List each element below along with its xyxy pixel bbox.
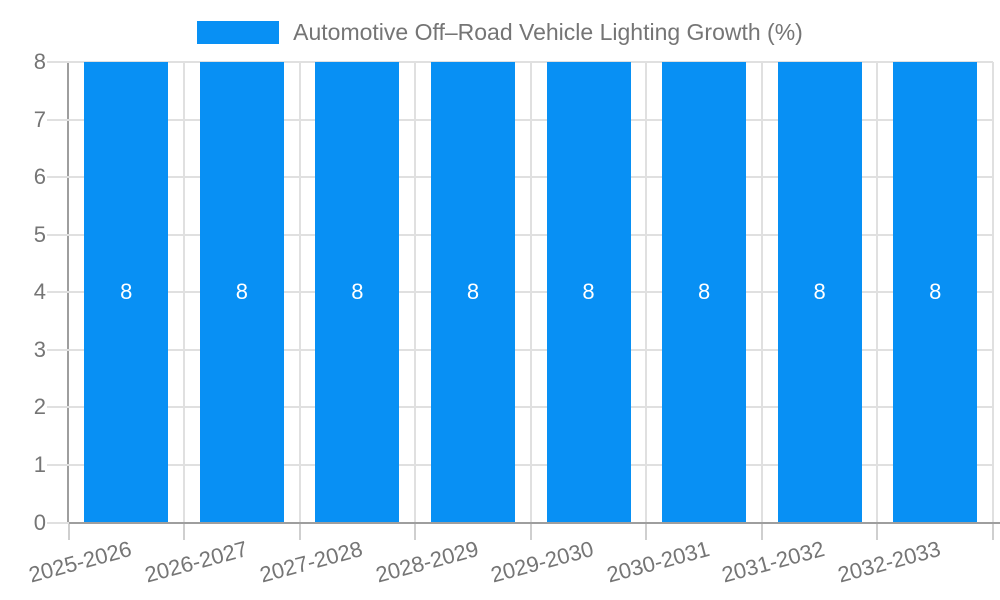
y-axis-tick-label: 7	[33, 106, 46, 132]
x-axis-line	[66, 521, 1000, 524]
y-axis-tick	[47, 521, 69, 524]
bar-value-label: 8	[697, 279, 711, 305]
x-axis-tick-label: 2027-2028	[257, 536, 366, 588]
x-gridline	[645, 62, 648, 523]
x-axis-tick-label: 2031-2032	[719, 536, 828, 588]
x-axis-tick-label: 2025-2026	[26, 536, 135, 588]
x-axis-tick-label: 2032-2033	[835, 536, 944, 588]
x-gridline	[414, 62, 417, 523]
bar-value-label: 8	[120, 279, 133, 305]
bar-value-label: 8	[235, 279, 248, 305]
x-axis-tick-label: 2029-2030	[488, 536, 597, 588]
x-axis-tick	[67, 523, 70, 540]
x-gridline	[876, 62, 879, 523]
bar-value-label: 8	[582, 279, 595, 305]
x-axis-tick-label: 2028-2029	[372, 536, 481, 588]
y-axis-tick-label: 8	[33, 49, 46, 74]
legend-label: Automotive Off–Road Vehicle Lighting Gro…	[293, 18, 803, 45]
y-axis-tick	[47, 348, 69, 351]
legend-swatch-icon	[197, 20, 280, 44]
bar: 8	[893, 62, 978, 523]
y-axis-tick	[47, 118, 69, 121]
y-axis-tick	[47, 406, 69, 409]
x-gridline	[760, 62, 763, 523]
x-axis-tick	[992, 523, 994, 540]
x-axis-tick	[414, 523, 417, 540]
bar-value-label: 8	[466, 279, 480, 305]
bar: 8	[662, 62, 747, 523]
bar: 8	[84, 62, 169, 523]
x-axis-tick	[298, 523, 301, 540]
y-axis-tick-label: 0	[33, 509, 46, 535]
x-axis-tick-label: 2030-2031	[603, 536, 713, 588]
bar-value-label: 8	[813, 279, 826, 305]
bar-value-label: 8	[351, 279, 364, 305]
x-gridline	[298, 62, 301, 523]
x-axis-tick	[876, 523, 879, 540]
y-axis-tick-label: 3	[33, 336, 46, 362]
y-axis-tick-label: 1	[33, 451, 46, 477]
y-axis-tick	[47, 233, 69, 236]
x-axis-tick	[760, 523, 763, 540]
y-axis-tick	[47, 61, 69, 63]
y-axis-tick	[47, 176, 69, 179]
x-gridline	[992, 62, 994, 523]
y-axis-tick	[47, 291, 69, 294]
bar: 8	[315, 62, 400, 523]
x-gridline	[183, 62, 186, 523]
x-axis-tick-label: 2026-2027	[141, 536, 250, 588]
bar: 8	[430, 62, 515, 523]
bar-value-label: 8	[929, 279, 942, 305]
y-axis-tick-label: 4	[33, 279, 46, 305]
chart-legend: Automotive Off–Road Vehicle Lighting Gro…	[0, 20, 1000, 44]
x-gridline	[529, 62, 532, 523]
y-axis-tick-label: 6	[33, 164, 46, 190]
bar: 8	[777, 62, 862, 523]
y-axis-tick-label: 5	[33, 221, 46, 247]
y-axis-tick	[47, 463, 69, 466]
x-axis-tick	[529, 523, 532, 540]
y-axis-tick-label: 2	[33, 394, 46, 420]
x-axis-tick	[645, 523, 648, 540]
bar: 8	[546, 62, 631, 523]
x-axis-tick	[183, 523, 186, 540]
bar: 8	[199, 62, 284, 523]
